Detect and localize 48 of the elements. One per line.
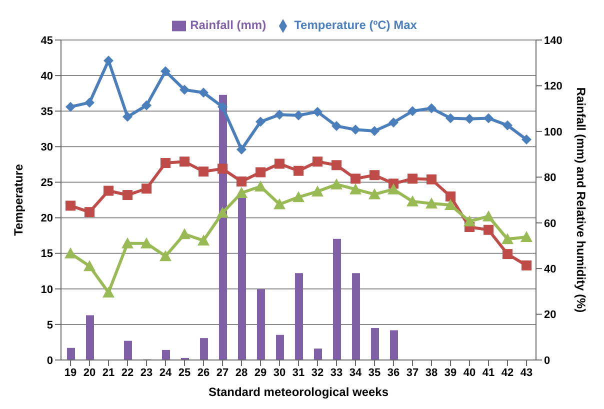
y2-tick-label: 60 <box>544 218 556 230</box>
x-tick-label: 36 <box>387 366 400 379</box>
x-tick-label: 21 <box>102 366 115 379</box>
x-tick-label: 37 <box>406 366 419 379</box>
y-tick-label: 20 <box>40 212 53 225</box>
y2-tick-label: 0 <box>544 354 550 367</box>
y2-tick-label: 80 <box>544 172 556 184</box>
x-tick-label: 29 <box>254 366 267 379</box>
x-tick-label: 32 <box>311 366 324 379</box>
y-tick-label: 30 <box>40 142 53 154</box>
x-tick-label: 23 <box>140 366 153 379</box>
x-tick-label: 39 <box>444 366 457 379</box>
y-tick-label: 10 <box>40 284 53 296</box>
x-tick-label: 33 <box>330 366 343 379</box>
x-tick-label: 28 <box>235 366 248 379</box>
x-tick-label: 42 <box>501 366 514 379</box>
x-tick-label: 27 <box>216 366 229 379</box>
x-tick-label: 22 <box>121 366 134 379</box>
legend-label: Temperature (ºC) Max <box>294 18 417 32</box>
y2-tick-label: 100 <box>544 126 562 138</box>
y-axis-title: Temperature <box>11 164 26 236</box>
y2-axis-title: Rainfall (mm) and Relative humidity (%) <box>574 87 588 313</box>
x-tick-label: 25 <box>178 366 191 379</box>
x-tick-label: 30 <box>273 366 286 379</box>
legend-label: Rainfall (mm) <box>190 18 266 32</box>
x-tick-label: 38 <box>425 366 438 379</box>
y-tick-label: 45 <box>40 34 53 47</box>
y2-tick-label: 20 <box>544 309 556 322</box>
y-tick-label: 40 <box>40 70 53 82</box>
y2-tick-label: 40 <box>544 263 556 276</box>
x-tick-label: 35 <box>368 366 381 379</box>
y2-tick-label: 140 <box>544 34 562 47</box>
x-tick-label: 40 <box>463 366 476 379</box>
x-axis-title: Standard meteorological weeks <box>208 385 389 399</box>
y2-tick-label: 120 <box>544 80 562 93</box>
x-tick-label: 26 <box>197 366 210 379</box>
y-tick-label: 15 <box>40 248 53 260</box>
x-tick-label: 31 <box>292 366 305 379</box>
x-tick-label: 43 <box>520 366 533 379</box>
x-tick-label: 41 <box>482 366 495 379</box>
x-tick-label: 24 <box>159 366 172 379</box>
x-tick-label: 19 <box>64 366 77 379</box>
y-tick-label: 25 <box>40 177 53 190</box>
x-tick-label: 34 <box>349 366 362 379</box>
x-tick-label: 20 <box>83 366 96 379</box>
y-tick-label: 0 <box>46 354 53 367</box>
y-tick-label: 5 <box>46 319 53 332</box>
y-tick-label: 35 <box>40 106 53 118</box>
